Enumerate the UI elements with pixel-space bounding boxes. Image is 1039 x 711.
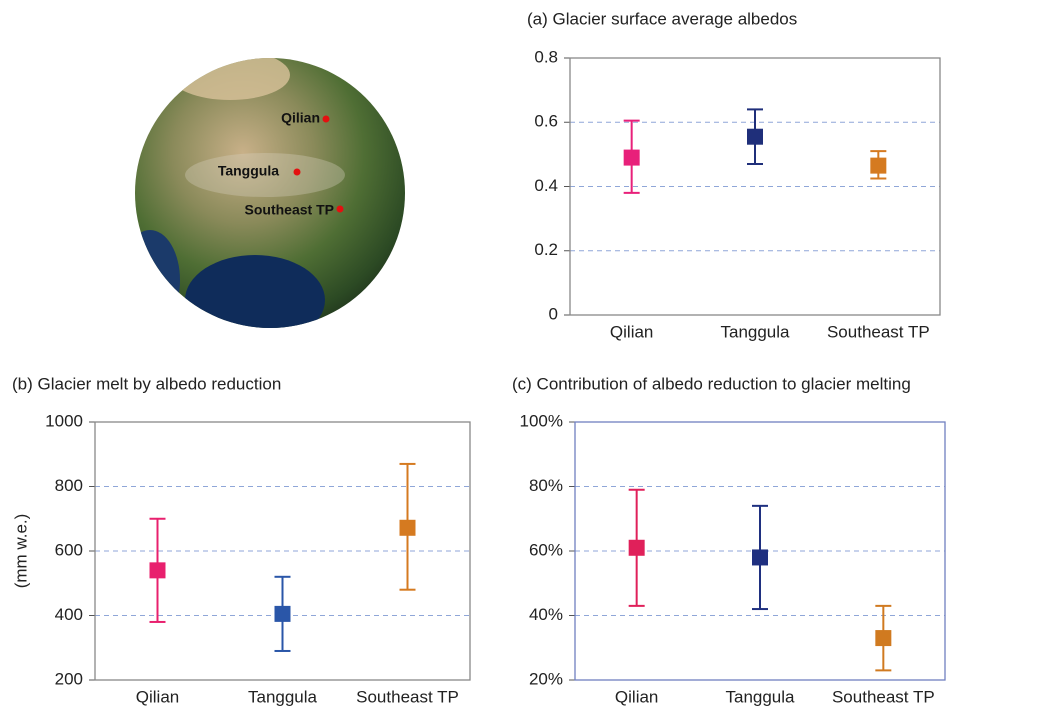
chart-title: (b) Glacier melt by albedo reduction <box>12 374 281 393</box>
site-dot <box>293 168 301 176</box>
y-tick-label: 1000 <box>45 411 83 430</box>
y-tick-label: 0.4 <box>534 176 558 195</box>
y-tick-label: 80% <box>529 476 563 495</box>
plot-frame <box>574 421 946 681</box>
mean-marker <box>752 549 768 566</box>
plot-frame <box>94 421 471 681</box>
y-tick-label: 400 <box>55 605 83 624</box>
x-tick-label: Southeast TP <box>832 687 935 706</box>
mean-marker <box>274 605 291 622</box>
site-dot <box>336 205 344 213</box>
y-tick-label: 0.6 <box>534 112 558 131</box>
map-label: Tanggula <box>218 163 279 179</box>
mean-marker <box>747 128 763 145</box>
mean-marker <box>399 519 416 536</box>
x-tick-label: Southeast TP <box>356 687 459 706</box>
y-tick-label: 100% <box>520 411 563 430</box>
y-tick-label: 200 <box>55 669 83 688</box>
mean-marker <box>870 157 887 174</box>
site-dot <box>322 115 330 123</box>
y-tick-label: 0 <box>549 304 558 323</box>
mean-marker <box>628 539 645 556</box>
mean-marker <box>875 630 892 647</box>
mean-marker <box>149 562 166 579</box>
x-tick-label: Tanggula <box>248 687 318 706</box>
globe <box>135 58 405 328</box>
plot-frame <box>569 57 941 316</box>
y-tick-label: 20% <box>529 669 563 688</box>
x-tick-label: Tanggula <box>720 322 790 341</box>
chart-title: (a) Glacier surface average albedos <box>527 9 797 28</box>
y-tick-label: 40% <box>529 605 563 624</box>
y-tick-label: 600 <box>55 540 83 559</box>
x-tick-label: Southeast TP <box>827 322 930 341</box>
y-axis-label: (mm w.e.) <box>11 514 30 589</box>
x-tick-label: Qilian <box>136 687 179 706</box>
chart-title: (c) Contribution of albedo reduction to … <box>512 374 911 393</box>
x-tick-label: Qilian <box>615 687 658 706</box>
y-tick-label: 0.8 <box>534 47 558 66</box>
y-tick-label: 60% <box>529 540 563 559</box>
map-label: Southeast TP <box>245 202 334 218</box>
map-label: Qilian <box>281 110 320 126</box>
x-tick-label: Qilian <box>610 322 653 341</box>
x-tick-label: Tanggula <box>725 687 795 706</box>
y-tick-label: 800 <box>55 476 83 495</box>
y-tick-label: 0.2 <box>534 240 558 259</box>
mean-marker <box>623 149 640 166</box>
